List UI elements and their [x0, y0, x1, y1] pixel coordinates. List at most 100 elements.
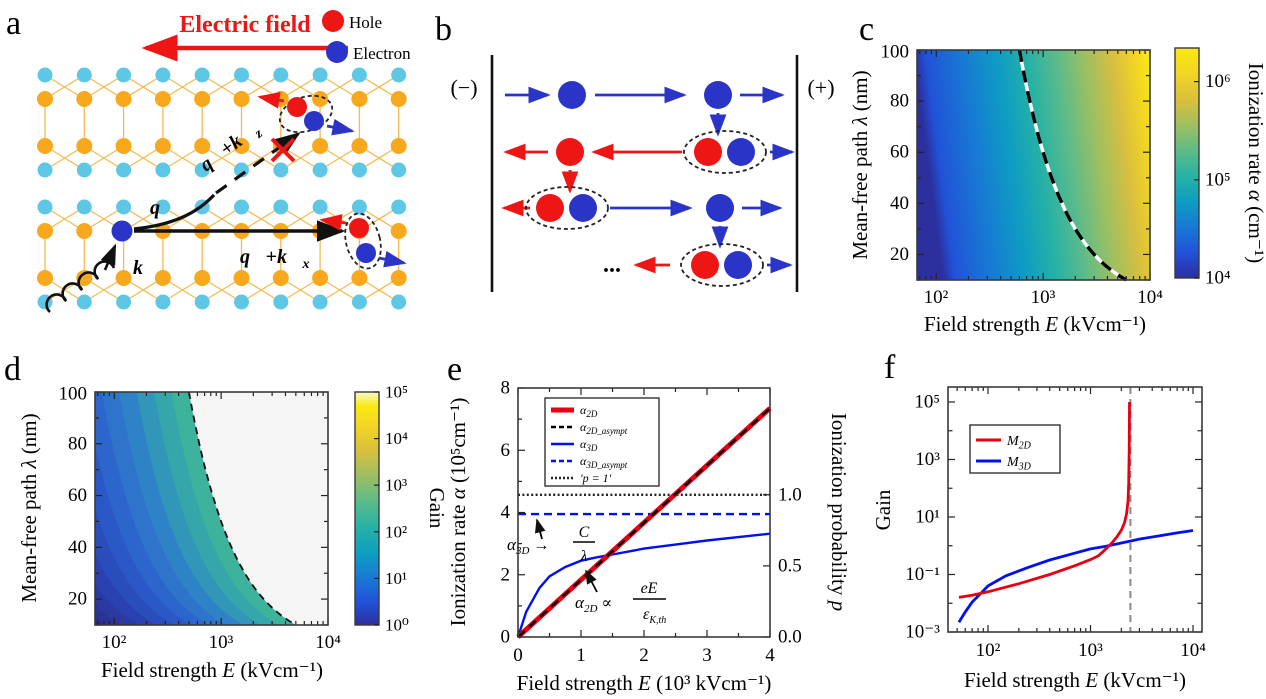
avalanche-row — [501, 186, 783, 249]
x-axis-label: Field strength E (10³ kVcm⁻¹) — [517, 671, 772, 695]
y-tick: 8 — [501, 378, 511, 399]
y-tick: 100 — [59, 384, 88, 405]
ellipsis-label: ... — [603, 252, 621, 278]
initial-electron-icon — [111, 220, 133, 242]
gain-divergence-boundary — [188, 391, 297, 626]
annotation-alpha2d: α2D ∝ eE εK,th — [575, 569, 666, 626]
forbidden-x-icon — [270, 137, 296, 163]
legend: M2D M3D — [969, 424, 1061, 474]
annotation-text: α3D → — [507, 535, 549, 557]
x-tick: 2 — [639, 645, 649, 666]
plot-frame — [916, 49, 1151, 281]
panel-f: f M2D M3D 10² 10³ 10⁴ 10⁵ 10³ 10¹ 10⁻¹ 1… — [871, 349, 1206, 692]
colorbar — [354, 391, 380, 626]
annotation-text: α2D ∝ — [575, 593, 612, 615]
x-axis-label: Field strength E (kVcm⁻¹) — [924, 312, 1146, 336]
q-vector-label: q⃗ — [150, 197, 176, 219]
colorbar-tick: 10⁶ — [1205, 71, 1231, 92]
plot-frame — [947, 386, 1203, 633]
x-tick: 3 — [702, 645, 712, 666]
annotation-arrow-icon — [585, 569, 598, 593]
right-y-tick: 0.0 — [778, 627, 802, 648]
x-tick: 10³ — [1031, 287, 1056, 308]
panel-e: e α2D α2D_asympt α3D α3D_asympt 'p = 1' … — [446, 351, 851, 695]
colorbar-tick: 10⁴ — [385, 429, 408, 448]
y-tick: 60 — [68, 485, 87, 506]
y-tick: 10⁻¹ — [905, 564, 940, 585]
annotation-arrow-icon — [534, 518, 546, 540]
x-tick: 10³ — [209, 632, 234, 653]
legend-entry: α3D_asympt — [580, 454, 628, 470]
y-tick: 100 — [881, 42, 910, 63]
y-tick: 6 — [501, 440, 511, 461]
crystal-lattice — [37, 67, 407, 310]
colorbar-tick: 10³ — [385, 476, 407, 495]
negative-electrode-label: (−) — [450, 75, 477, 100]
x-tick: 1 — [576, 645, 586, 666]
y-tick: 2 — [501, 564, 511, 585]
y-tick: 20 — [68, 589, 87, 610]
y-tick: 60 — [890, 142, 909, 163]
colorbar-tick: 10⁴ — [1205, 268, 1231, 289]
right-y-tick: 0.5 — [778, 555, 802, 576]
annotation-denominator: εK,th — [643, 606, 666, 626]
legend-entry: α2D_asympt — [580, 420, 628, 436]
photon-arrow-icon — [100, 243, 117, 271]
electron-hole-pair — [319, 212, 407, 270]
svg-text:C: C — [579, 524, 590, 541]
y-axis-label: Mean-free path λ (nm) — [848, 70, 872, 259]
y-tick: 10³ — [915, 449, 940, 470]
x-tick: 10⁴ — [1137, 287, 1163, 308]
p1-boundary-curve — [1017, 49, 1128, 282]
right-y-axis-label: Ionization probability p — [827, 413, 851, 611]
x-tick: 10² — [102, 632, 127, 653]
legend-entry: α2D — [580, 403, 598, 419]
colorbar — [1174, 47, 1200, 279]
colorbar-tick: 10² — [385, 522, 407, 541]
panel-f-label: f — [884, 349, 896, 386]
gain-heatmap — [95, 392, 328, 625]
q-bend-curve-icon — [133, 193, 216, 231]
annotation-alpha3d: α3D → C λ — [507, 518, 595, 565]
k-vector-label: k⃗ — [133, 257, 159, 279]
x-tick: 10² — [924, 287, 949, 308]
colorbar-ticks — [374, 391, 379, 626]
ionization-rate-heatmap — [917, 50, 1150, 280]
y-tick: 40 — [68, 537, 87, 558]
legend-entry: M2D — [1006, 434, 1032, 452]
y-tick: 40 — [890, 193, 909, 214]
qkz-dashed-arrow-icon — [215, 132, 301, 195]
colorbar-tick: 10¹ — [385, 569, 407, 588]
x-tick: 10² — [976, 640, 1001, 661]
hole-icon — [322, 10, 344, 32]
colorbar-tick: 10⁰ — [385, 616, 409, 635]
svg-text:eE: eE — [641, 580, 658, 597]
legend-entry: α3D — [580, 437, 598, 453]
y-axis-label: Gain — [871, 489, 895, 530]
x-tick: 4 — [765, 645, 775, 666]
avalanche-row — [505, 81, 785, 137]
panel-d-label: d — [4, 351, 21, 388]
y-tick: 0 — [501, 627, 511, 648]
electron-icon — [326, 41, 348, 63]
axis-ticks — [948, 387, 1202, 633]
colorbar-ticks — [1194, 80, 1199, 279]
x-axis-label: Field strength E (kVcm⁻¹) — [101, 658, 323, 682]
positive-electrode-label: (+) — [807, 75, 834, 100]
qkx-vector-label: q⃗+k⃗x — [240, 246, 310, 272]
electron-legend-label: Electron — [353, 44, 411, 63]
x-tick: 10³ — [1078, 640, 1103, 661]
colorbar-label: Gain — [425, 488, 449, 529]
panel-a-label: a — [6, 5, 21, 42]
electric-field-label: Electric field — [179, 12, 311, 38]
right-y-tick: 1.0 — [778, 484, 802, 505]
photon-squiggle-icon — [45, 260, 116, 313]
avalanche-row — [503, 130, 795, 194]
x-tick: 0 — [513, 645, 523, 666]
x-axis-label: Field strength E (kVcm⁻¹) — [964, 668, 1186, 692]
y-tick: 80 — [68, 433, 87, 454]
plot-frame — [94, 391, 329, 626]
y-tick: 20 — [890, 244, 909, 265]
panel-e-label: e — [447, 351, 462, 388]
